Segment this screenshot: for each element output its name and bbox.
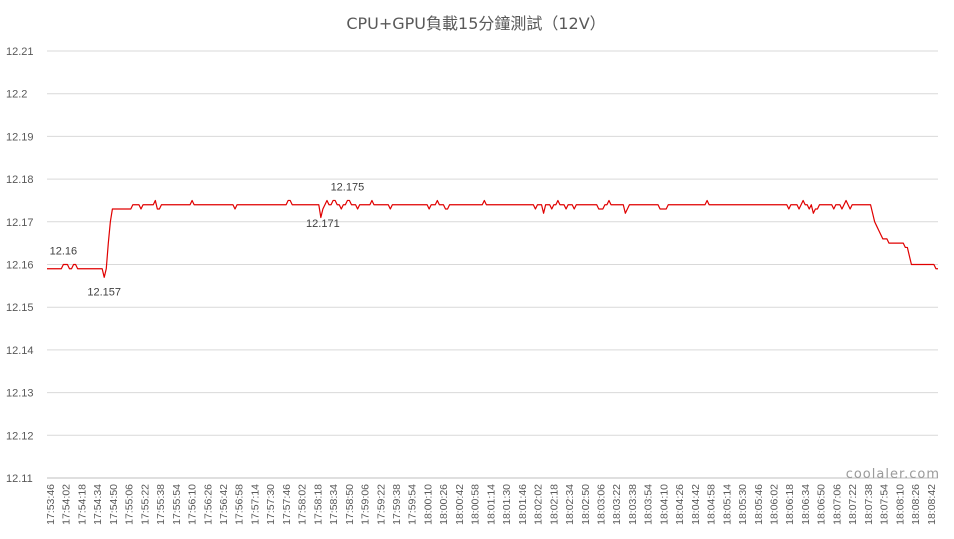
x-tick-label: 18:03:38 xyxy=(627,484,639,525)
x-tick-label: 17:58:02 xyxy=(297,484,309,525)
y-tick-label: 12.16 xyxy=(6,260,34,272)
y-tick-label: 12.2 xyxy=(6,89,27,101)
x-tick-label: 18:08:26 xyxy=(910,484,922,525)
voltage-line xyxy=(47,199,938,278)
x-tick-label: 18:07:22 xyxy=(847,484,859,525)
x-tick-label: 18:08:42 xyxy=(926,484,938,525)
x-tick-label: 18:07:06 xyxy=(831,484,843,525)
x-tick-label: 18:00:26 xyxy=(438,484,450,525)
x-tick-label: 18:00:42 xyxy=(454,484,466,525)
x-tick-label: 17:56:26 xyxy=(202,484,214,525)
x-tick-label: 17:55:22 xyxy=(139,484,151,525)
x-tick-label: 17:53:46 xyxy=(45,484,57,525)
y-tick-label: 12.12 xyxy=(6,430,34,442)
data-label: 12.175 xyxy=(331,181,365,193)
data-labels: 12.16 12.157 12.171 12.175 xyxy=(50,181,365,298)
x-tick-label: 17:59:06 xyxy=(360,484,372,525)
y-tick-label: 12.18 xyxy=(6,174,34,186)
x-tick-label: 18:03:22 xyxy=(611,484,623,525)
x-tick-label: 18:02:18 xyxy=(548,484,560,525)
x-tick-label: 18:04:10 xyxy=(658,484,670,525)
x-tick-label: 18:00:10 xyxy=(422,484,434,525)
y-tick-label: 12.11 xyxy=(6,473,33,485)
x-tick-label: 18:06:02 xyxy=(768,484,780,525)
x-tick-label: 18:05:30 xyxy=(737,484,749,525)
x-tick-label: 18:01:30 xyxy=(501,484,513,525)
x-tick-label: 17:54:18 xyxy=(76,484,88,525)
y-axis-tick-labels: 12.11 12.12 12.13 12.14 12.15 12.16 12.17 12.18… xyxy=(6,46,34,485)
x-tick-label: 17:55:54 xyxy=(171,484,183,525)
voltage-series xyxy=(47,199,938,278)
y-tick-label: 12.13 xyxy=(6,388,34,400)
x-tick-label: 18:03:54 xyxy=(643,484,655,525)
data-label: 12.157 xyxy=(87,286,121,298)
x-tick-label: 18:06:34 xyxy=(800,484,812,525)
y-tick-label: 12.21 xyxy=(6,46,34,58)
x-tick-label: 18:04:26 xyxy=(674,484,686,525)
x-tick-label: 17:54:34 xyxy=(92,484,104,525)
chart-title: CPU+GPU負載15分鐘測試（12V） xyxy=(346,14,605,33)
x-tick-label: 18:06:18 xyxy=(784,484,796,525)
x-tick-label: 18:00:58 xyxy=(470,484,482,525)
x-tick-label: 17:56:10 xyxy=(187,484,199,525)
x-tick-label: 17:57:46 xyxy=(281,484,293,525)
x-tick-label: 17:55:06 xyxy=(124,484,136,525)
watermark-text: coolaler.com xyxy=(846,467,940,482)
x-tick-label: 18:05:46 xyxy=(753,484,765,525)
x-tick-label: 18:02:50 xyxy=(580,484,592,525)
x-tick-label: 17:58:18 xyxy=(312,484,324,525)
x-tick-label: 17:56:58 xyxy=(234,484,246,525)
x-tick-label: 17:58:34 xyxy=(328,484,340,525)
x-tick-label: 18:01:14 xyxy=(485,484,497,525)
x-tick-label: 18:07:38 xyxy=(863,484,875,525)
y-tick-label: 12.14 xyxy=(6,345,34,357)
x-tick-label: 17:54:50 xyxy=(108,484,120,525)
y-tick-label: 12.17 xyxy=(6,217,34,229)
x-tick-label: 18:06:50 xyxy=(816,484,828,525)
x-tick-label: 18:04:58 xyxy=(706,484,718,525)
data-label: 12.16 xyxy=(50,246,78,258)
x-tick-label: 18:07:54 xyxy=(879,484,891,525)
x-tick-label: 18:05:14 xyxy=(721,484,733,525)
x-tick-label: 18:01:46 xyxy=(517,484,529,525)
y-tick-label: 12.15 xyxy=(6,302,34,314)
x-tick-label: 17:59:38 xyxy=(391,484,403,525)
x-tick-label: 17:57:30 xyxy=(265,484,277,525)
x-tick-label: 18:03:06 xyxy=(595,484,607,525)
x-tick-label: 18:04:42 xyxy=(690,484,702,525)
x-tick-label: 17:59:22 xyxy=(375,484,387,525)
y-gridlines xyxy=(47,50,938,436)
x-tick-label: 17:58:50 xyxy=(344,484,356,525)
x-tick-label: 17:57:14 xyxy=(249,484,261,525)
x-tick-label: 17:56:42 xyxy=(218,484,230,525)
data-label: 12.171 xyxy=(306,218,340,230)
x-tick-label: 18:02:02 xyxy=(533,484,545,525)
y-tick-label: 12.19 xyxy=(6,131,34,143)
watermark: coolaler.com xyxy=(846,467,940,482)
x-tick-label: 17:55:38 xyxy=(155,484,167,525)
x-axis-tick-labels: 17:53:46 17:54:02 17:54:18 17:54:34 17:54:50… xyxy=(45,484,938,525)
x-tick-label: 18:08:10 xyxy=(894,484,906,525)
x-tick-label: 18:02:34 xyxy=(564,484,576,525)
x-tick-label: 17:54:02 xyxy=(61,484,73,525)
x-tick-label: 17:59:54 xyxy=(407,484,419,525)
